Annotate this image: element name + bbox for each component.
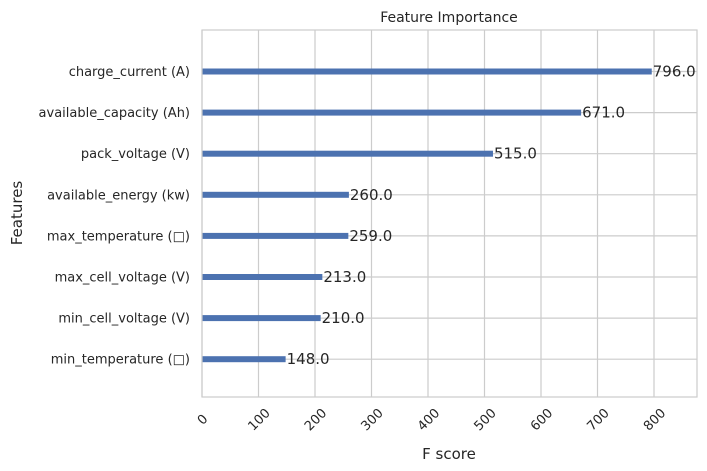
bar [202,232,349,239]
x-tick-label: 700 [584,406,612,434]
bar [202,109,582,116]
category-label: max_temperature (□) [47,229,190,244]
y-axis-label: Features [8,181,26,246]
data-label: 259.0 [349,227,392,245]
category-label: pack_voltage (V) [81,147,190,162]
x-tick-label: 800 [641,406,669,434]
x-tick-label: 600 [528,406,556,434]
category-label: min_temperature (□) [51,353,190,368]
category-label: max_cell_voltage (V) [55,271,190,286]
x-tick-label: 500 [471,406,499,434]
data-label: 213.0 [323,268,366,286]
bar [202,274,323,280]
labels: 0 100 200 300 400 500 600 700 800 charge_current … [39,63,696,435]
data-label: 210.0 [322,309,365,327]
x-tick-label: 400 [415,406,443,434]
data-label: 260.0 [350,186,393,204]
bars [202,68,652,363]
category-label: min_cell_voltage (V) [58,312,190,327]
bar [202,315,321,322]
x-tick-label: 100 [245,406,273,434]
x-tick-label: 0 [195,412,211,428]
x-tick-label: 200 [302,406,330,434]
grid [201,30,697,397]
data-label: 515.0 [494,145,537,163]
bar [202,191,349,198]
data-label: 796.0 [653,63,696,81]
category-label: available_capacity (Ah) [39,106,190,121]
bar [202,68,652,75]
x-tick-label: 300 [358,406,386,434]
data-label: 148.0 [287,350,330,368]
bar [202,356,286,363]
x-axis-label: F score [422,445,476,463]
bar [202,150,493,157]
chart-title: Feature Importance [380,10,518,26]
category-label: available_energy (kw) [47,188,190,203]
plot-frame [201,29,698,398]
category-label: charge_current (A) [69,65,190,80]
data-label: 671.0 [582,104,625,122]
